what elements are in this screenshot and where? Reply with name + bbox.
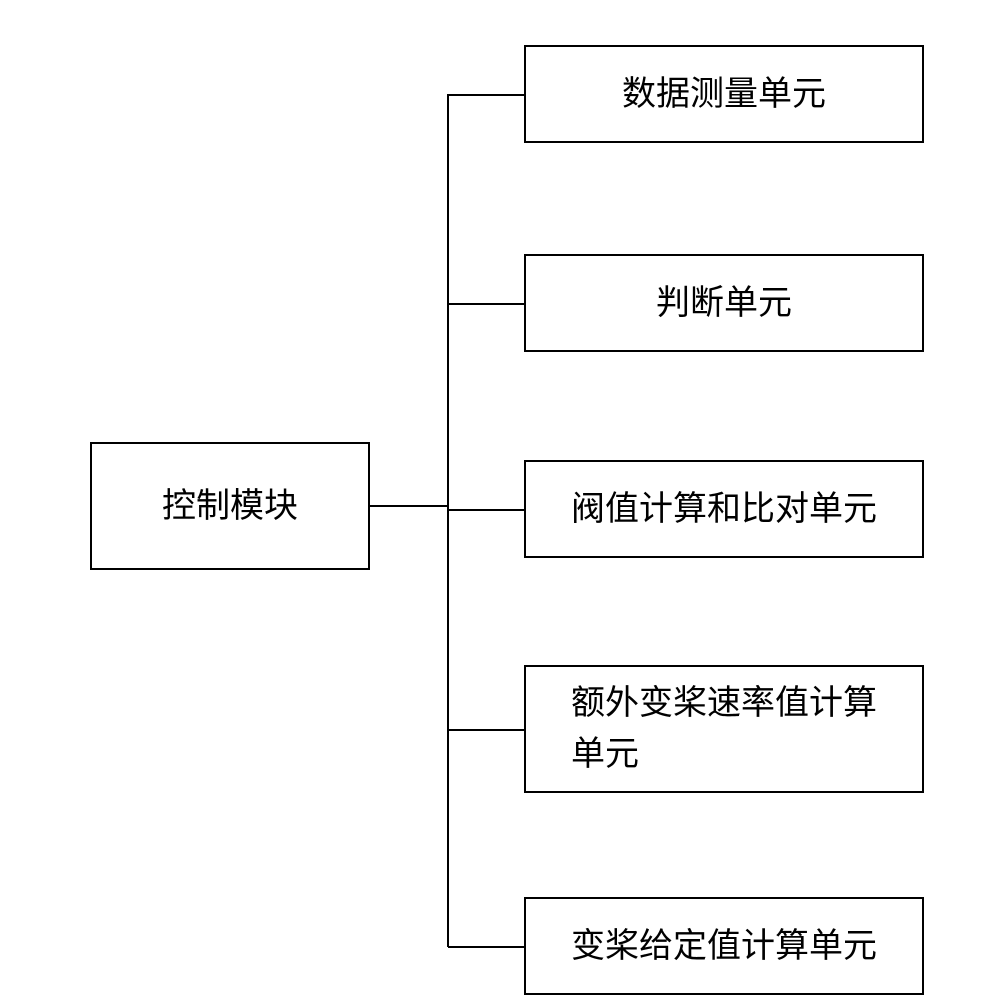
- child-node-3-label: 额外变桨速率值计算 单元: [571, 678, 877, 780]
- connector-branch-1: [448, 303, 524, 305]
- root-node-label: 控制模块: [162, 481, 298, 532]
- connector-branch-4: [448, 946, 524, 948]
- connector-trunk: [447, 94, 449, 947]
- child-node-1-label: 判断单元: [656, 278, 792, 329]
- root-node: 控制模块: [90, 442, 370, 570]
- child-node-2: 阀值计算和比对单元: [524, 460, 924, 558]
- child-node-0-label: 数据测量单元: [622, 69, 826, 120]
- child-node-4: 变桨给定值计算单元: [524, 897, 924, 995]
- child-node-1: 判断单元: [524, 254, 924, 352]
- connector-root-trunk: [370, 505, 448, 507]
- child-node-3: 额外变桨速率值计算 单元: [524, 665, 924, 793]
- child-node-4-label: 变桨给定值计算单元: [571, 921, 877, 972]
- connector-branch-3: [448, 729, 524, 731]
- connector-branch-2: [448, 509, 524, 511]
- child-node-0: 数据测量单元: [524, 45, 924, 143]
- connector-branch-0: [448, 94, 524, 96]
- child-node-2-label: 阀值计算和比对单元: [571, 484, 877, 535]
